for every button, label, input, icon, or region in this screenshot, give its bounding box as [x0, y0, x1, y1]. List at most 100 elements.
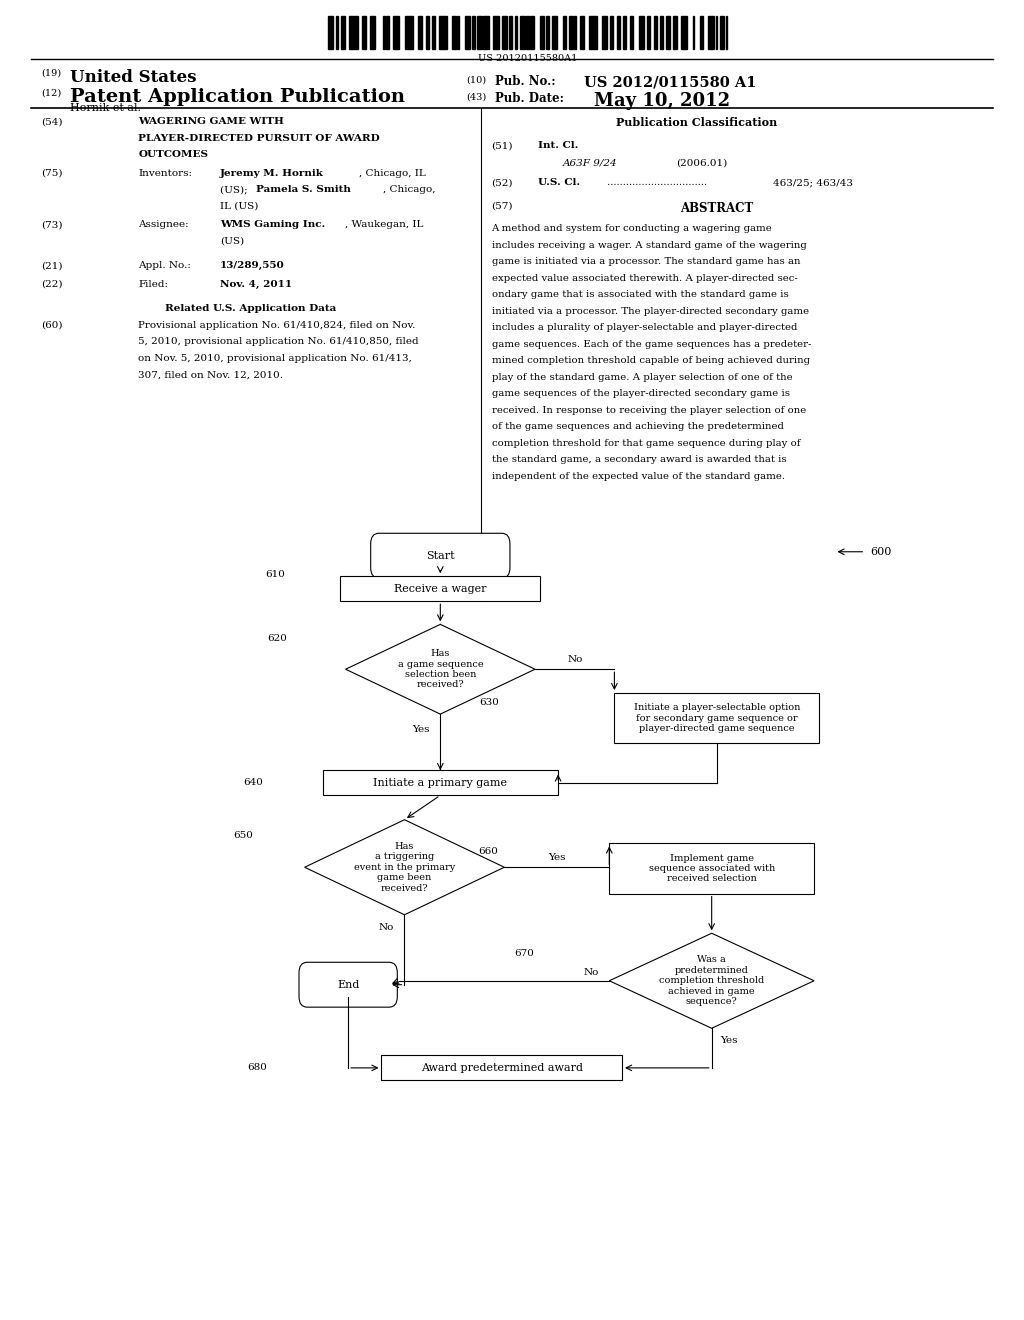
Text: the standard game, a secondary award is awarded that is: the standard game, a secondary award is …	[492, 455, 786, 465]
Bar	[639, 16, 644, 49]
Bar	[371, 16, 375, 49]
Text: game is initiated via a processor. The standard game has an: game is initiated via a processor. The s…	[492, 257, 800, 267]
Bar	[673, 16, 677, 49]
Text: Patent Application Publication: Patent Application Publication	[70, 88, 404, 107]
Text: (51): (51)	[492, 141, 513, 150]
Text: (22): (22)	[41, 280, 62, 289]
Bar	[552, 16, 557, 49]
Text: U.S. Cl.: U.S. Cl.	[538, 178, 580, 187]
Text: 13/289,550: 13/289,550	[220, 261, 285, 271]
Text: 307, filed on Nov. 12, 2010.: 307, filed on Nov. 12, 2010.	[138, 370, 284, 379]
Text: Initiate a primary game: Initiate a primary game	[374, 777, 507, 788]
Text: Has
a triggering
event in the primary
game been
received?: Has a triggering event in the primary ga…	[354, 842, 455, 892]
Text: 660: 660	[478, 847, 498, 855]
Text: 650: 650	[233, 832, 253, 840]
Text: expected value associated therewith. A player-directed sec-: expected value associated therewith. A p…	[492, 275, 798, 282]
FancyBboxPatch shape	[609, 843, 814, 894]
Text: United States: United States	[70, 69, 197, 86]
Bar	[502, 16, 507, 49]
Bar	[681, 16, 687, 49]
FancyBboxPatch shape	[340, 576, 541, 601]
Bar	[404, 16, 414, 49]
Bar	[426, 16, 429, 49]
Text: includes receiving a wager. A standard game of the wagering: includes receiving a wager. A standard g…	[492, 242, 806, 249]
Text: 600: 600	[870, 546, 892, 557]
Text: (10): (10)	[466, 75, 486, 84]
Text: Receive a wager: Receive a wager	[394, 583, 486, 594]
Text: Pub. No.:: Pub. No.:	[495, 75, 555, 88]
Text: End: End	[337, 979, 359, 990]
Text: 5, 2010, provisional application No. 61/410,850, filed: 5, 2010, provisional application No. 61/…	[138, 337, 419, 346]
Bar	[720, 16, 724, 49]
Text: (54): (54)	[41, 117, 62, 127]
Bar	[520, 16, 524, 49]
Text: May 10, 2012: May 10, 2012	[594, 92, 730, 111]
Bar	[647, 16, 650, 49]
Bar	[526, 16, 528, 49]
Text: A method and system for conducting a wagering game: A method and system for conducting a wag…	[492, 224, 772, 234]
Text: OUTCOMES: OUTCOMES	[138, 150, 208, 160]
Bar	[341, 16, 345, 49]
Bar	[660, 16, 663, 49]
Text: Provisional application No. 61/410,824, filed on Nov.: Provisional application No. 61/410,824, …	[138, 321, 416, 330]
Text: , Chicago, IL: , Chicago, IL	[359, 169, 426, 178]
Text: ondary game that is associated with the standard game is: ondary game that is associated with the …	[492, 290, 788, 300]
Text: No: No	[584, 968, 599, 977]
Text: WAGERING GAME WITH: WAGERING GAME WITH	[138, 117, 284, 127]
Text: PLAYER-DIRECTED PURSUIT OF AWARD: PLAYER-DIRECTED PURSUIT OF AWARD	[138, 133, 380, 143]
Text: Yes: Yes	[720, 1036, 737, 1045]
Text: 630: 630	[479, 698, 499, 706]
Text: includes a plurality of player-selectable and player-directed: includes a plurality of player-selectabl…	[492, 323, 797, 333]
Text: (57): (57)	[492, 202, 513, 211]
Bar	[601, 16, 607, 49]
Text: 680: 680	[248, 1064, 267, 1072]
FancyBboxPatch shape	[299, 962, 397, 1007]
Bar	[383, 16, 385, 49]
Bar	[709, 16, 714, 49]
Bar	[483, 16, 488, 49]
Text: Int. Cl.: Int. Cl.	[538, 141, 578, 150]
Text: initiated via a processor. The player-directed secondary game: initiated via a processor. The player-di…	[492, 308, 809, 315]
Bar	[617, 16, 621, 49]
Bar	[439, 16, 447, 49]
Text: independent of the expected value of the standard game.: independent of the expected value of the…	[492, 473, 784, 480]
Text: (12): (12)	[41, 88, 61, 98]
Bar	[546, 16, 549, 49]
Text: (US);: (US);	[220, 186, 251, 194]
Text: Hornik et al.: Hornik et al.	[70, 103, 140, 114]
Text: Has
a game sequence
selection been
received?: Has a game sequence selection been recei…	[397, 649, 483, 689]
Text: Was a
predetermined
completion threshold
achieved in game
sequence?: Was a predetermined completion threshold…	[659, 956, 764, 1006]
FancyBboxPatch shape	[323, 771, 558, 795]
Text: game sequences. Each of the game sequences has a predeter-: game sequences. Each of the game sequenc…	[492, 341, 811, 348]
Text: No: No	[379, 923, 394, 932]
Bar	[581, 16, 585, 49]
Text: mined completion threshold capable of being achieved during: mined completion threshold capable of be…	[492, 356, 810, 366]
Text: (43): (43)	[466, 92, 486, 102]
Text: received. In response to receiving the player selection of one: received. In response to receiving the p…	[492, 407, 806, 414]
Bar	[477, 16, 481, 49]
Bar	[630, 16, 633, 49]
Text: Inventors:: Inventors:	[138, 169, 193, 178]
Text: A63F 9/24: A63F 9/24	[563, 158, 617, 168]
Text: (19): (19)	[41, 69, 61, 78]
Bar	[610, 16, 613, 49]
Bar	[472, 16, 474, 49]
Bar	[514, 16, 517, 49]
Text: 640: 640	[244, 779, 263, 787]
Bar	[666, 16, 670, 49]
Text: , Waukegan, IL: , Waukegan, IL	[345, 220, 424, 230]
Text: WMS Gaming Inc.: WMS Gaming Inc.	[220, 220, 326, 230]
Bar	[418, 16, 422, 49]
Text: Jeremy M. Hornik: Jeremy M. Hornik	[220, 169, 324, 178]
Text: US 2012/0115580 A1: US 2012/0115580 A1	[584, 75, 756, 90]
Bar	[432, 16, 434, 49]
Bar	[494, 16, 499, 49]
Bar	[465, 16, 470, 49]
Text: (2006.01): (2006.01)	[676, 158, 727, 168]
Bar	[328, 16, 334, 49]
Text: (21): (21)	[41, 261, 62, 271]
Text: 620: 620	[267, 635, 287, 643]
Text: ................................: ................................	[604, 178, 711, 187]
Text: ABSTRACT: ABSTRACT	[680, 202, 754, 215]
Bar	[530, 16, 535, 49]
